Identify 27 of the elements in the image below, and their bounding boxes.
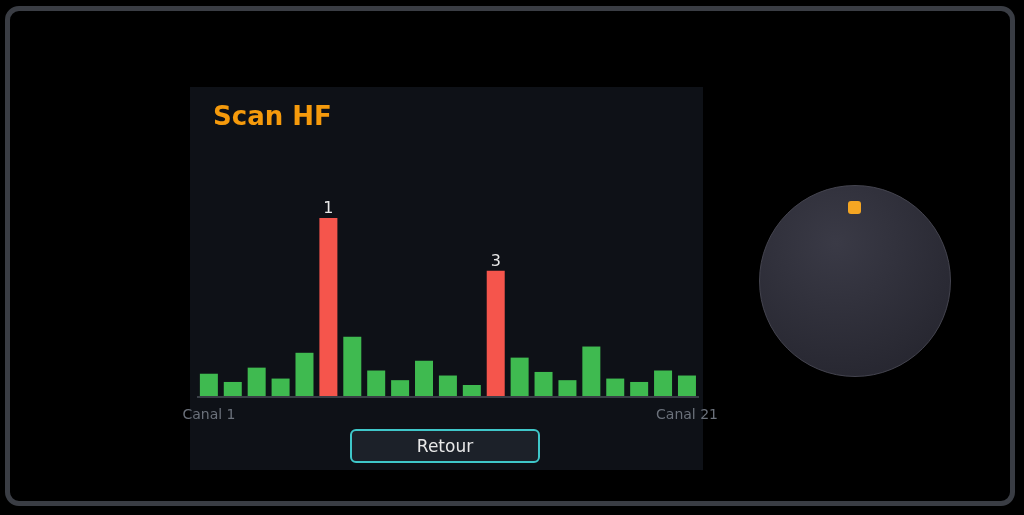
bar bbox=[319, 218, 338, 397]
bar bbox=[199, 373, 218, 397]
bar bbox=[654, 370, 673, 397]
bar bbox=[438, 375, 457, 397]
bar bbox=[415, 360, 434, 397]
x-tick-label: Canal 1 bbox=[182, 406, 236, 422]
bar bbox=[462, 385, 481, 397]
bar bbox=[247, 367, 266, 397]
annotation: 3 bbox=[490, 250, 501, 270]
bar bbox=[343, 336, 362, 397]
bar bbox=[295, 352, 314, 397]
text: Retour bbox=[350, 429, 540, 463]
bar bbox=[582, 346, 601, 397]
bar bbox=[630, 381, 649, 397]
bar bbox=[677, 375, 696, 397]
bar bbox=[606, 378, 625, 397]
annotation: 1 bbox=[323, 198, 334, 217]
bar bbox=[486, 270, 505, 397]
bar bbox=[558, 380, 577, 397]
bar bbox=[367, 370, 386, 397]
bar bbox=[391, 380, 410, 397]
bar bbox=[223, 381, 242, 397]
bar bbox=[271, 378, 290, 397]
chart-title: Scan HF bbox=[213, 101, 332, 131]
bar bbox=[534, 371, 553, 397]
bar bbox=[510, 357, 529, 397]
x-tick-label: Canal 21 bbox=[656, 406, 719, 422]
